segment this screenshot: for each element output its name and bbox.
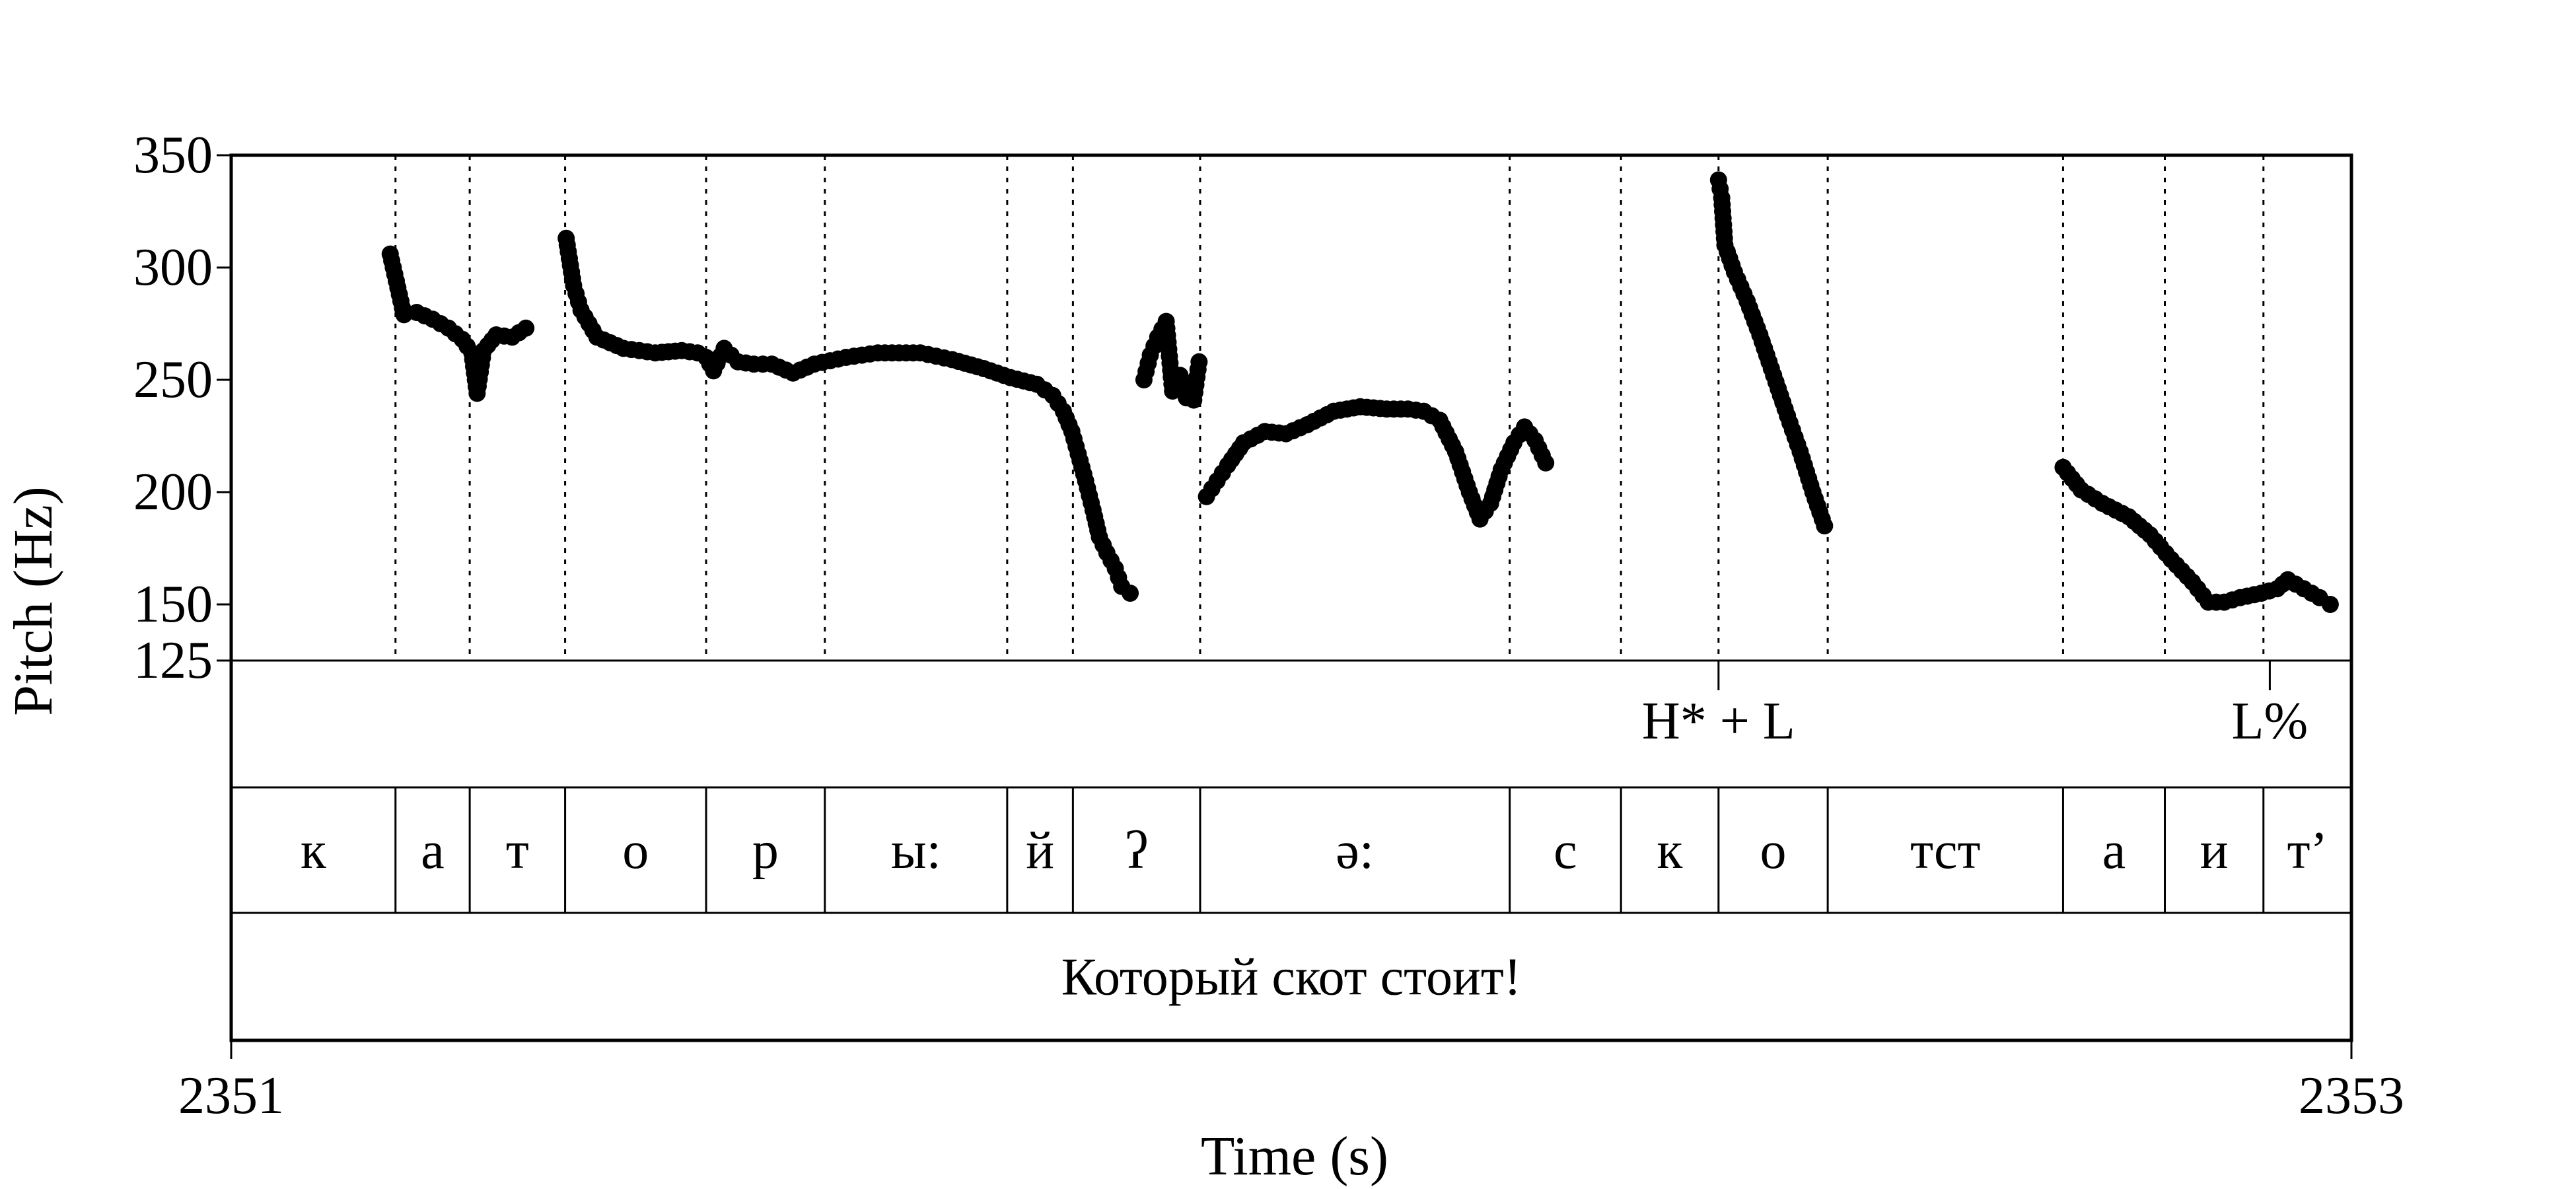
y-tick-label: 125 (133, 631, 213, 690)
segment-label: т’ (2287, 822, 2328, 880)
x-tick-label: 2353 (2299, 1067, 2404, 1125)
x-tick-label: 2351 (178, 1067, 284, 1125)
pitch-point (517, 319, 535, 337)
segment-label: тст (1910, 822, 1980, 880)
pitch-point (1537, 454, 1555, 472)
segment-label: т (506, 822, 529, 880)
segment-label: к (1657, 822, 1683, 880)
plot-frame (229, 153, 2353, 1042)
segment-label: ʔ (1125, 822, 1149, 880)
segment-label: и (2200, 822, 2229, 880)
y-tick-label: 250 (133, 351, 213, 409)
y-tick-label: 150 (133, 575, 213, 633)
y-tick-label: 350 (133, 126, 213, 184)
pitch-point (2321, 596, 2339, 613)
pitch-point (1190, 353, 1208, 371)
y-tick-label: 200 (133, 463, 213, 521)
segment-boundaries (394, 155, 2271, 913)
segment-label: р (752, 822, 779, 880)
segment-label: к (301, 822, 326, 880)
segment-label: а (2102, 822, 2126, 880)
pitch-point (1816, 517, 1834, 534)
segment-label: с (1554, 822, 1577, 880)
sentence-label: Который скот стоит! (1061, 949, 1522, 1007)
x-axis-title: Time (s) (1201, 1126, 1388, 1187)
tone-label: L% (2232, 692, 2308, 750)
segment-label: о (1760, 822, 1786, 880)
pitch-point (1122, 585, 1139, 602)
segment-label: ы: (891, 822, 941, 880)
tone-label: H* + L (1642, 692, 1795, 750)
y-tick-label: 300 (133, 238, 213, 297)
segment-label: а (421, 822, 445, 880)
segment-label: й (1026, 822, 1054, 880)
pitch-point (395, 306, 413, 324)
y-axis-title: Pitch (Hz) (3, 486, 64, 716)
tier-frames (217, 153, 2353, 1059)
segment-label: о (622, 822, 649, 880)
segment-label: ə: (1336, 822, 1374, 880)
pitch-points (381, 171, 2339, 613)
